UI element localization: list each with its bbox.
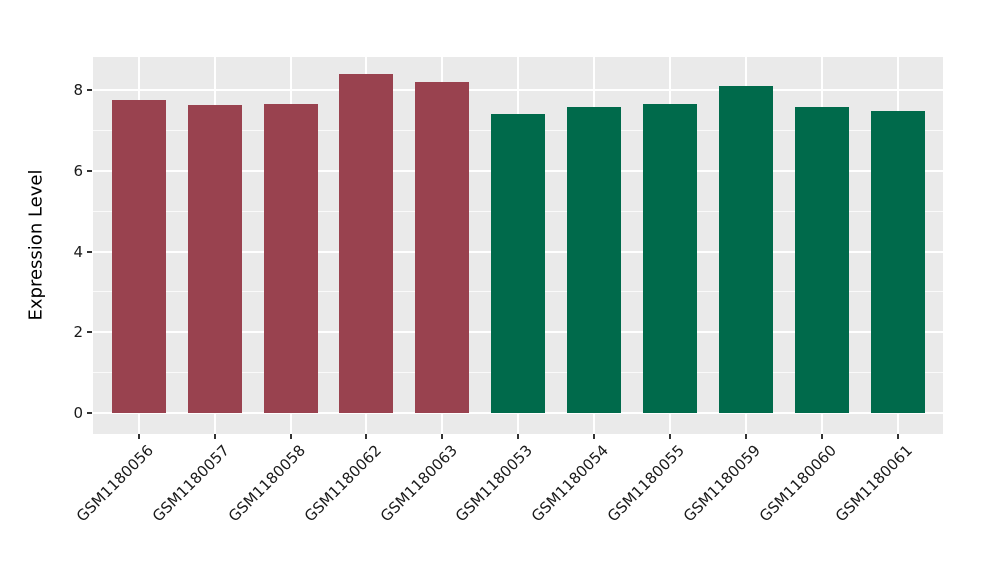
x-tick-label-GSM1180056: GSM1180056 — [72, 441, 157, 526]
x-tick-mark — [745, 434, 748, 439]
x-tick-mark — [897, 434, 899, 439]
x-tick-mark — [821, 434, 824, 439]
y-tick-label: 2 — [73, 323, 83, 342]
x-tick-mark — [213, 434, 216, 439]
x-tick-label-GSM1180061: GSM1180061 — [831, 441, 917, 526]
plot-panel — [93, 57, 943, 434]
bar-GSM1180061 — [871, 110, 925, 413]
x-tick-mark — [593, 434, 596, 439]
x-tick-label-GSM1180055: GSM1180055 — [604, 441, 689, 526]
x-tick-mark — [365, 434, 368, 439]
y-tick-label: 4 — [73, 242, 83, 261]
x-tick-label-GSM1180059: GSM1180059 — [680, 441, 765, 526]
x-tick-label-GSM1180057: GSM1180057 — [148, 441, 233, 526]
x-tick-mark — [669, 434, 672, 439]
bar-GSM1180055 — [643, 104, 698, 413]
bar-GSM1180057 — [187, 104, 242, 413]
x-tick-mark — [517, 434, 520, 439]
x-tick-mark — [289, 434, 292, 439]
x-tick-label-GSM1180053: GSM1180053 — [452, 441, 537, 526]
y-tick-mark — [87, 169, 92, 172]
x-tick-label-GSM1180063: GSM1180063 — [376, 441, 461, 526]
x-tick-label-GSM1180058: GSM1180058 — [224, 441, 309, 526]
bar-GSM1180059 — [719, 85, 774, 413]
bar-GSM1180058 — [263, 104, 318, 413]
y-tick-mark — [87, 412, 92, 414]
y-tick-label: 8 — [73, 81, 83, 99]
y-tick-mark — [87, 89, 92, 91]
y-tick-mark — [87, 250, 92, 253]
bar-GSM1180060 — [795, 107, 850, 413]
x-tick-label-GSM1180054: GSM1180054 — [528, 441, 613, 526]
y-tick-mark — [87, 331, 92, 334]
bar-GSM1180053 — [491, 113, 546, 413]
x-tick-label-GSM1180060: GSM1180060 — [756, 441, 841, 526]
bar-GSM1180054 — [567, 106, 622, 413]
x-tick-mark — [441, 434, 444, 439]
y-tick-label: 0 — [73, 404, 83, 422]
bar-GSM1180056 — [111, 100, 166, 413]
bar-GSM1180062 — [339, 73, 394, 413]
y-tick-label: 6 — [73, 161, 83, 180]
x-tick-mark — [137, 434, 140, 439]
bar-GSM1180063 — [415, 81, 470, 413]
x-tick-label-GSM1180062: GSM1180062 — [300, 441, 385, 526]
